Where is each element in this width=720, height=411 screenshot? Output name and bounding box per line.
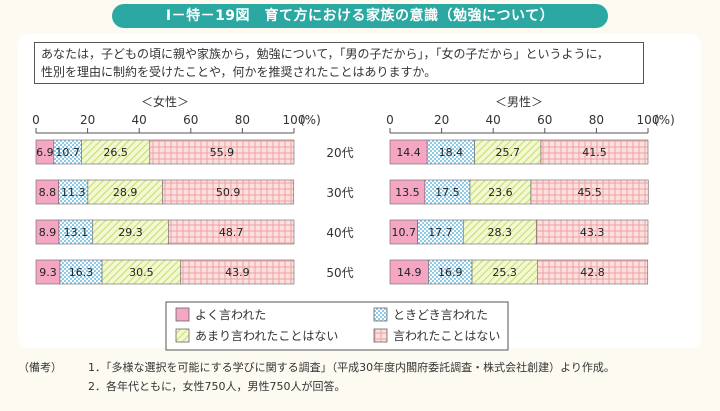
data-label: 23.6	[488, 186, 513, 199]
data-label: 50.9	[216, 186, 241, 199]
data-label: 14.9	[397, 266, 422, 279]
data-label: 26.5	[103, 146, 128, 159]
data-label: 41.5	[582, 146, 607, 159]
note-1: 1．「多様な選択を可能にする学びに関する調査」（平成30年度内閣府委託調査・株式…	[88, 361, 615, 374]
x-tick-label: 80	[235, 113, 250, 127]
data-label: 13.1	[64, 226, 89, 239]
notes-prefix: （備考）	[18, 361, 62, 374]
bar-segment-never	[537, 259, 649, 285]
data-label: 18.4	[439, 146, 464, 159]
bar-segment-often	[389, 139, 428, 165]
bar-segment-rarely	[474, 139, 542, 165]
bar-segment-never	[540, 139, 649, 165]
bar-segment-often	[389, 179, 426, 205]
bar-segment-sometimes	[58, 219, 94, 245]
data-label: 16.9	[438, 266, 463, 279]
x-tick-label: 20	[80, 113, 95, 127]
data-label: 8.9	[39, 226, 57, 239]
bar-segment-never	[168, 219, 295, 245]
panel-title-1: ＜男性＞	[495, 95, 543, 109]
bar-segment-never	[530, 179, 649, 205]
x-tick-label: 20	[434, 113, 449, 127]
bar-segment-rarely	[469, 179, 532, 205]
figure-title: Ⅰ－特－19図 育て方における家族の意識（勉強について）	[112, 4, 608, 28]
legend-label: あまり言われたことはない	[195, 329, 338, 343]
bar-segment-rarely	[101, 259, 182, 285]
bar-segment-sometimes	[417, 219, 464, 245]
x-tick-label: 80	[589, 113, 604, 127]
legend-swatch-often	[175, 307, 190, 322]
bar-segment-sometimes	[59, 259, 103, 285]
bar-segment-rarely	[87, 179, 163, 205]
data-label: 43.3	[580, 226, 605, 239]
legend-label: よく言われた	[195, 308, 266, 322]
x-unit-label: (%)	[654, 113, 675, 127]
x-tick-label: 40	[132, 113, 147, 127]
bar-segment-sometimes	[424, 179, 471, 205]
x-tick-label: 100	[637, 113, 660, 127]
bar-segment-never	[162, 179, 295, 205]
bar-segment-never	[149, 139, 295, 165]
x-tick-label: 40	[486, 113, 501, 127]
x-tick-label: 60	[537, 113, 552, 127]
bar-segment-sometimes	[58, 179, 89, 205]
data-label: 14.4	[396, 146, 421, 159]
legend-label: 言われたことはない	[393, 329, 500, 343]
x-tick-label: 0	[32, 113, 40, 127]
question-line-2: 性別を理由に制約を受けたことや，何かを推奨されたことはありますか。	[41, 65, 437, 79]
category-label: 40代	[326, 226, 353, 240]
bar-segment-often	[389, 219, 418, 245]
data-label: 13.5	[395, 186, 420, 199]
bar-segment-never	[535, 219, 649, 245]
data-label: 45.5	[577, 186, 602, 199]
x-tick-label: 0	[386, 113, 394, 127]
data-label: 8.8	[39, 186, 57, 199]
category-label: 20代	[326, 146, 353, 160]
data-label: 55.9	[210, 146, 235, 159]
notes: （備考） 1．「多様な選択を可能にする学びに関する調査」（平成30年度内閣府委託…	[18, 358, 708, 396]
data-label: 9.3	[39, 266, 57, 279]
note-2: 2．各年代ともに，女性750人，男性750人が回答。	[88, 380, 346, 393]
data-label: 48.7	[219, 226, 244, 239]
data-label: 25.7	[496, 146, 521, 159]
data-label: 29.3	[118, 226, 143, 239]
x-tick-label: 100	[283, 113, 306, 127]
x-unit-label: (%)	[300, 113, 321, 127]
x-tick-label: 60	[183, 113, 198, 127]
category-label: 50代	[326, 266, 353, 280]
legend-swatch-rarely	[175, 328, 190, 343]
data-label: 10.7	[392, 226, 417, 239]
data-label: 30.5	[129, 266, 154, 279]
data-label: 6.9	[36, 146, 54, 159]
bar-segment-rarely	[471, 259, 538, 285]
survey-question: あなたは，子どもの頃に親や家族から，勉強について，「男の子だから」，「女の子だか…	[34, 42, 644, 84]
legend-swatch-never	[373, 328, 388, 343]
data-label: 11.3	[61, 186, 86, 199]
data-label: 28.9	[113, 186, 138, 199]
data-label: 43.9	[225, 266, 250, 279]
data-label: 17.5	[435, 186, 460, 199]
bar-segment-never	[180, 259, 295, 285]
bar-segment-often	[389, 259, 429, 285]
panel-title-0: ＜女性＞	[141, 94, 189, 109]
legend-label: ときどき言われた	[393, 308, 488, 322]
legend-box	[165, 301, 509, 351]
data-label: 17.7	[428, 226, 453, 239]
data-label: 25.3	[492, 266, 517, 279]
data-label: 16.3	[69, 266, 94, 279]
data-label: 28.3	[488, 226, 513, 239]
data-label: 10.7	[55, 146, 80, 159]
bar-segment-rarely	[92, 219, 169, 245]
legend-swatch-sometimes	[373, 307, 388, 322]
category-label: 30代	[326, 186, 353, 200]
data-label: 42.8	[580, 266, 605, 279]
question-line-1: あなたは，子どもの頃に親や家族から，勉強について，「男の子だから」，「女の子だか…	[41, 47, 609, 61]
